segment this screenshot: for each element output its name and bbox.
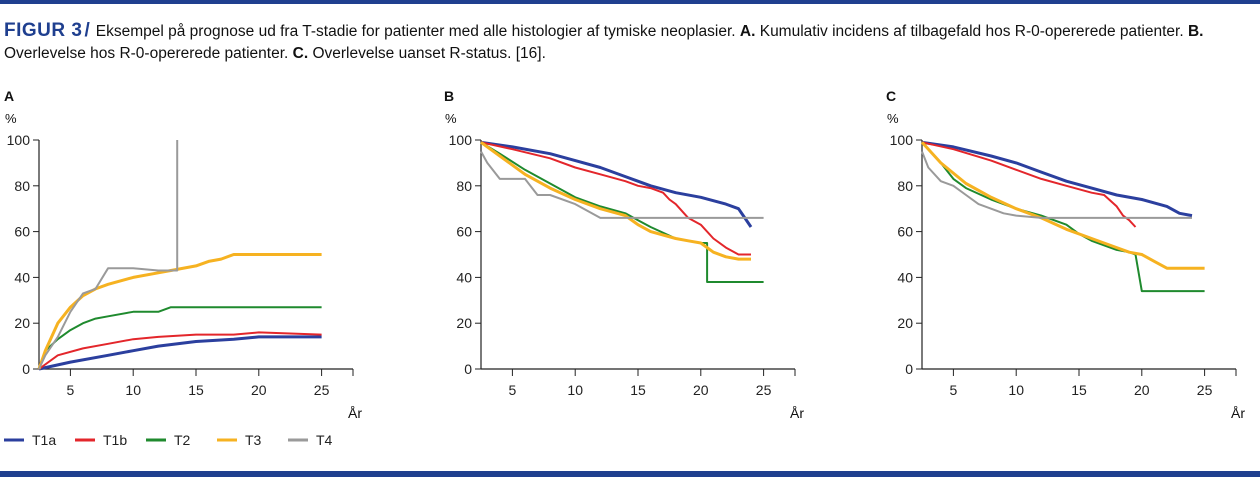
legend-label-t1b: T1b xyxy=(103,432,127,448)
series-line-c-t1b xyxy=(921,141,1137,228)
y-tick-label-b-60: 60 xyxy=(456,224,472,240)
figure-label: FIGUR 3 xyxy=(4,20,83,41)
x-tick-label-c-25: 25 xyxy=(1197,382,1213,398)
x-tick-label-c-10: 10 xyxy=(1008,382,1024,398)
legend-label-t1a: T1a xyxy=(32,432,56,448)
panel-label-c: C xyxy=(886,88,896,104)
y-tick-label-b-40: 40 xyxy=(456,269,472,285)
y-tick-label-c-40: 40 xyxy=(897,269,913,285)
y-tick-label-a-60: 60 xyxy=(14,224,30,240)
series-line-b-t4 xyxy=(480,151,764,219)
series-line-c-t1a xyxy=(921,140,1193,218)
series-line-a-t1a xyxy=(38,335,322,371)
y-tick-label-c-100: 100 xyxy=(890,132,914,148)
x-tick-label-a-5: 5 xyxy=(67,382,75,398)
caption-text-2: Kumulativ incidens af tilbagefald hos R-… xyxy=(755,23,1188,40)
series-line-c-t3 xyxy=(920,141,1205,270)
caption-label-c: C. xyxy=(292,45,309,62)
series-line-a-t2 xyxy=(38,306,322,370)
x-tick-label-a-10: 10 xyxy=(125,382,141,398)
y-tick-label-a-100: 100 xyxy=(7,132,31,148)
y-tick-label-a-40: 40 xyxy=(14,269,30,285)
x-tick-label-a-15: 15 xyxy=(188,382,204,398)
y-tick-label-c-0: 0 xyxy=(905,361,913,377)
figure-caption: FIGUR 3/ Eksempel på prognose ud fra T-st… xyxy=(4,20,1256,65)
xlabel-c: År xyxy=(1231,405,1245,421)
series-line-b-t1b xyxy=(480,141,751,256)
legend-label-t4: T4 xyxy=(316,432,333,448)
y-tick-label-b-100: 100 xyxy=(449,132,473,148)
series-line-c-t2 xyxy=(921,141,1205,293)
x-tick-label-c-15: 15 xyxy=(1071,382,1087,398)
y-tick-label-c-80: 80 xyxy=(897,178,913,194)
caption-label-b: B. xyxy=(1187,23,1204,40)
y-tick-label-c-60: 60 xyxy=(897,224,913,240)
caption-text-4: Overlevelse uanset R-status. [16]. xyxy=(308,45,546,62)
caption-text-1: Eksempel på prognose ud fra T-stadie for… xyxy=(95,23,740,40)
xlabel-b: År xyxy=(790,405,804,421)
panel-label-b: B xyxy=(444,88,454,104)
series-line-b-t3 xyxy=(480,141,751,261)
y-tick-label-b-20: 20 xyxy=(456,315,472,331)
x-tick-label-c-5: 5 xyxy=(950,382,958,398)
series-line-b-t1a xyxy=(480,140,753,228)
y-tick-label-c-20: 20 xyxy=(897,315,913,331)
caption-text-3: Overlevelse hos R-0-opererede patienter. xyxy=(4,45,293,62)
x-tick-label-b-10: 10 xyxy=(567,382,583,398)
x-tick-label-c-20: 20 xyxy=(1134,382,1150,398)
y-tick-label-b-0: 0 xyxy=(464,361,472,377)
y-tick-label-b-80: 80 xyxy=(456,178,472,194)
legend-label-t2: T2 xyxy=(174,432,191,448)
ylabel-a: % xyxy=(5,111,17,126)
xlabel-a: År xyxy=(348,405,362,421)
ylabel-b: % xyxy=(445,111,457,126)
ylabel-c: % xyxy=(887,111,899,126)
series-line-b-t2 xyxy=(480,141,764,283)
y-tick-label-a-80: 80 xyxy=(14,178,30,194)
x-tick-label-b-25: 25 xyxy=(756,382,772,398)
panel-label-a: A xyxy=(4,88,14,104)
bottom-rule xyxy=(0,471,1260,477)
series-line-a-t1b xyxy=(38,331,322,370)
top-rule xyxy=(0,0,1260,4)
legend-label-t3: T3 xyxy=(245,432,262,448)
series-line-a-t4 xyxy=(38,140,179,370)
y-tick-label-a-20: 20 xyxy=(14,315,30,331)
series-line-c-t4 xyxy=(921,151,1192,219)
series-line-a-t3 xyxy=(37,253,322,370)
caption-label-a: A. xyxy=(739,23,756,40)
x-tick-label-b-5: 5 xyxy=(509,382,517,398)
x-tick-label-a-25: 25 xyxy=(314,382,330,398)
x-tick-label-a-20: 20 xyxy=(251,382,267,398)
figure-slash: / xyxy=(84,20,90,41)
y-tick-label-a-0: 0 xyxy=(22,361,30,377)
x-tick-label-b-15: 15 xyxy=(630,382,646,398)
x-tick-label-b-20: 20 xyxy=(693,382,709,398)
